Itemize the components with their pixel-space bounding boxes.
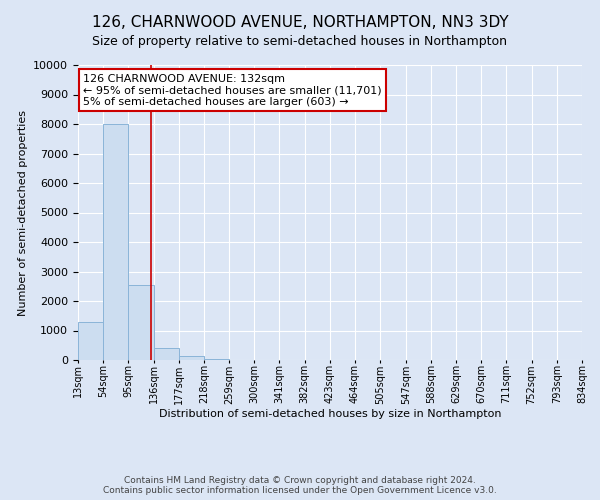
Bar <box>179 356 204 360</box>
Text: 126, CHARNWOOD AVENUE, NORTHAMPTON, NN3 3DY: 126, CHARNWOOD AVENUE, NORTHAMPTON, NN3 … <box>92 15 508 30</box>
Bar <box>128 285 154 360</box>
Bar <box>154 348 179 360</box>
Y-axis label: Number of semi-detached properties: Number of semi-detached properties <box>18 110 28 316</box>
Text: Contains HM Land Registry data © Crown copyright and database right 2024.
Contai: Contains HM Land Registry data © Crown c… <box>103 476 497 495</box>
Bar <box>103 124 128 360</box>
Text: Size of property relative to semi-detached houses in Northampton: Size of property relative to semi-detach… <box>92 35 508 48</box>
Text: 126 CHARNWOOD AVENUE: 132sqm
← 95% of semi-detached houses are smaller (11,701)
: 126 CHARNWOOD AVENUE: 132sqm ← 95% of se… <box>83 74 382 107</box>
Bar <box>204 358 229 360</box>
Bar <box>78 322 103 360</box>
X-axis label: Distribution of semi-detached houses by size in Northampton: Distribution of semi-detached houses by … <box>159 409 501 419</box>
